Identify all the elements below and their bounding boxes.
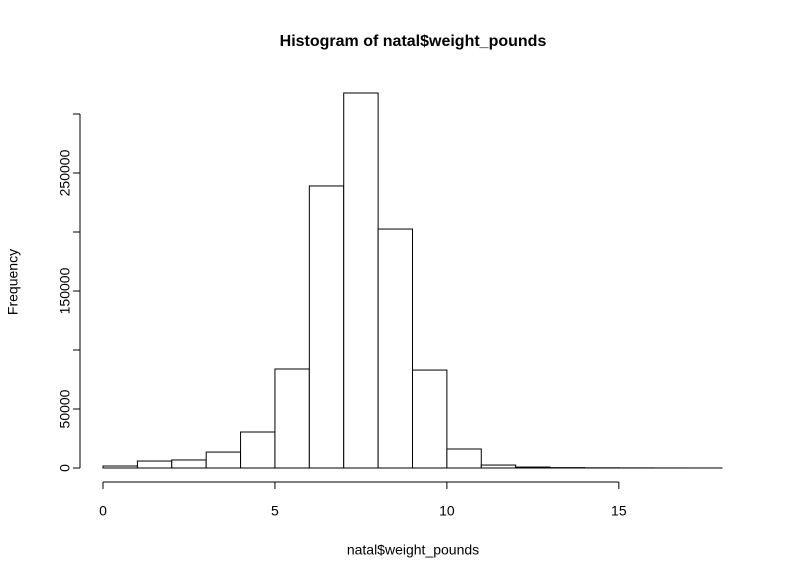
x-axis-label: natal$weight_pounds bbox=[347, 542, 479, 558]
bar bbox=[515, 466, 551, 469]
bar bbox=[480, 464, 517, 469]
bar bbox=[240, 431, 276, 469]
y-tick-label: 250000 bbox=[57, 149, 73, 196]
bar bbox=[343, 92, 379, 469]
y-axis-label: Frequency bbox=[5, 249, 21, 315]
bar bbox=[308, 185, 345, 469]
bar bbox=[274, 368, 310, 469]
chart-title: Histogram of natal$weight_pounds bbox=[280, 33, 547, 50]
bar bbox=[102, 465, 138, 469]
x-tick-label: 10 bbox=[439, 503, 455, 519]
bar bbox=[377, 228, 414, 469]
bar bbox=[171, 459, 207, 469]
bar bbox=[412, 369, 448, 469]
x-tick-label: 5 bbox=[271, 503, 279, 519]
x-tick-label: 15 bbox=[611, 503, 627, 519]
y-tick-label: 0 bbox=[57, 464, 73, 472]
bar bbox=[136, 460, 173, 469]
y-tick-label: 50000 bbox=[57, 389, 73, 428]
bar bbox=[205, 451, 242, 469]
x-tick-label: 0 bbox=[99, 503, 107, 519]
bar bbox=[446, 448, 482, 469]
y-tick-label: 150000 bbox=[57, 267, 73, 314]
